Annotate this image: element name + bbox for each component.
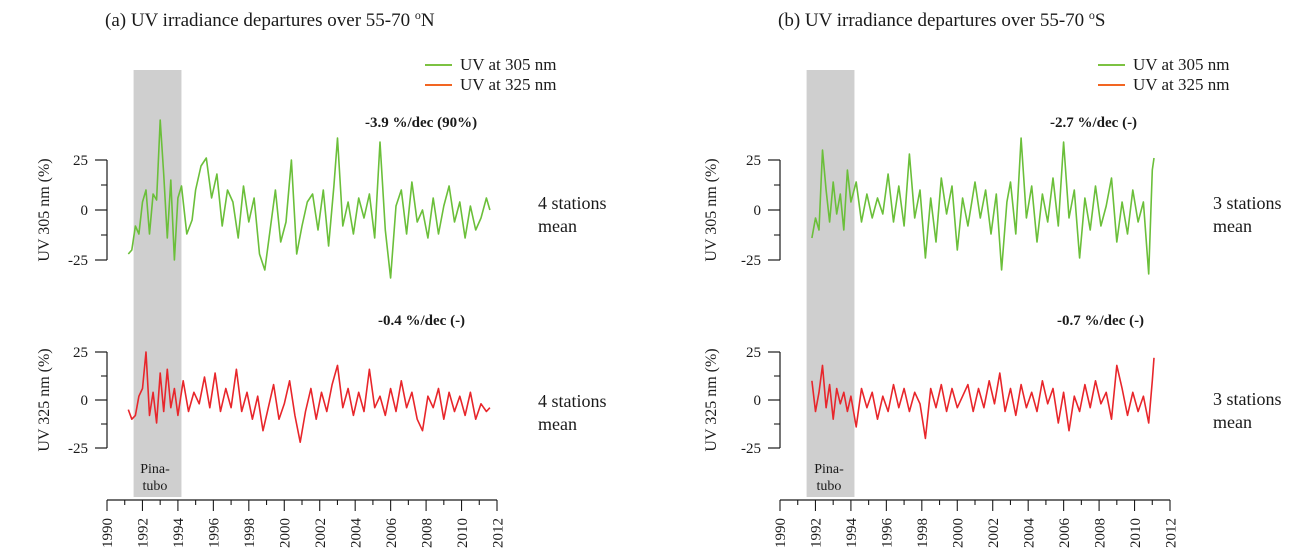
series-line-305 [811,137,1155,275]
x-tick-label: 2002 [986,518,1002,548]
y-tick-label: 25 [73,345,88,361]
panel-305: 25 0 -25 UV 305 nm (%) -3.9 %/dec (90%) … [36,115,607,279]
station-note-line2: mean [1213,216,1252,236]
y-axis-title: UV 325 nm (%) [36,348,53,451]
panel-325: 25 0 -25 UV 325 nm (%) -0.4 %/dec (-) 4 … [36,313,607,457]
station-note-line2: mean [1213,412,1252,432]
x-tick-label: 1994 [844,518,860,549]
x-tick-label: 1996 [880,518,896,549]
x-tick-label: 1992 [809,518,825,548]
x-tick-label: 2006 [1057,518,1073,549]
y-axis-title: UV 325 nm (%) [703,348,720,451]
trend-label-325: -0.7 %/dec (-) [1057,313,1144,329]
legend-label-305: UV at 305 nm [1133,55,1230,74]
legend-label-325: UV at 325 nm [1133,75,1230,94]
y-tick-label: -25 [68,253,88,269]
y-tick-label: 0 [81,203,89,219]
x-tick-label: 2000 [278,518,294,548]
x-tick-label: 1998 [242,518,258,548]
y-tick-label: 25 [746,345,761,361]
x-tick-label: 1994 [171,518,187,549]
x-tick-label: 1998 [915,518,931,548]
station-note-line2: mean [538,414,577,434]
x-axis: 1990 1992 1994 1996 1998 2000 2002 2004 … [773,499,1180,549]
y-minor-ticks [101,184,107,236]
trend-label-305: -2.7 %/dec (-) [1050,115,1137,131]
pinatubo-label-line2: tubo [143,479,168,494]
y-tick-label: 25 [73,153,88,169]
y-minor-ticks [774,184,780,236]
x-ticks [106,500,498,511]
x-axis: 1990 1992 1994 1996 1998 2000 2002 2004 … [100,499,507,549]
pinatubo-label-line1: Pina- [814,462,844,477]
trend-label-325: -0.4 %/dec (-) [378,313,465,329]
station-note-line1: 4 stations [538,193,607,213]
x-tick-label: 1990 [100,518,116,548]
x-tick-labels: 1990 1992 1994 1996 1998 2000 2002 2004 … [773,518,1180,549]
x-tick-labels: 1990 1992 1994 1996 1998 2000 2002 2004 … [100,518,507,549]
series-line-325 [127,351,491,443]
series-line-325 [811,357,1155,440]
y-tick-label: 25 [746,153,761,169]
y-tick-label: -25 [68,441,88,457]
y-tick-label: -25 [741,253,761,269]
x-tick-label: 2004 [349,518,365,549]
figure-a-title: (a) UV irradiance departures over 55-70 … [105,8,435,31]
station-note-line1: 3 stations [1213,193,1282,213]
x-tick-label: 2012 [1164,518,1180,548]
x-tick-label: 1990 [773,518,789,548]
y-tick-label: -25 [741,441,761,457]
panel-325: 25 0 -25 UV 325 nm (%) -0.7 %/dec (-) 3 … [703,313,1282,457]
y-minor-ticks [774,375,780,425]
x-tick-label: 2008 [420,518,436,548]
trend-label-305: -3.9 %/dec (90%) [365,115,477,131]
y-minor-ticks [101,375,107,425]
figure-a: (a) UV irradiance departures over 55-70 … [36,8,607,548]
y-tick-label: 0 [754,203,762,219]
legend-label-305: UV at 305 nm [460,55,557,74]
y-axis-title: UV 305 nm (%) [36,158,53,261]
x-tick-label: 2006 [384,518,400,549]
x-tick-label: 2012 [491,518,507,548]
x-tick-label: 1996 [207,518,223,549]
x-ticks [779,500,1171,511]
legend: UV at 305 nm UV at 325 nm [425,55,557,94]
figure-b-title: (b) UV irradiance departures over 55-70 … [778,8,1106,31]
x-tick-label: 2000 [951,518,967,548]
legend-label-325: UV at 325 nm [460,75,557,94]
station-note-line1: 3 stations [1213,389,1282,409]
x-tick-label: 2010 [1128,518,1144,548]
y-tick-label: 0 [754,393,762,409]
pinatubo-label-line1: Pina- [140,462,170,477]
station-note-line2: mean [538,216,577,236]
x-tick-label: 1992 [136,518,152,548]
panel-305: 25 0 -25 UV 305 nm (%) -2.7 %/dec (-) 3 … [703,115,1282,275]
legend: UV at 305 nm UV at 325 nm [1098,55,1230,94]
pinatubo-shaded-period [806,70,855,497]
x-tick-label: 2010 [455,518,471,548]
x-tick-label: 2008 [1093,518,1109,548]
x-tick-label: 2004 [1022,518,1038,549]
series-line-305 [127,119,491,279]
y-tick-label: 0 [81,393,89,409]
y-axis-title: UV 305 nm (%) [703,158,720,261]
station-note-line1: 4 stations [538,391,607,411]
pinatubo-shaded-period [133,70,182,497]
x-tick-label: 2002 [313,518,329,548]
figure-b: (b) UV irradiance departures over 55-70 … [703,8,1282,548]
pinatubo-label-line2: tubo [817,479,842,494]
